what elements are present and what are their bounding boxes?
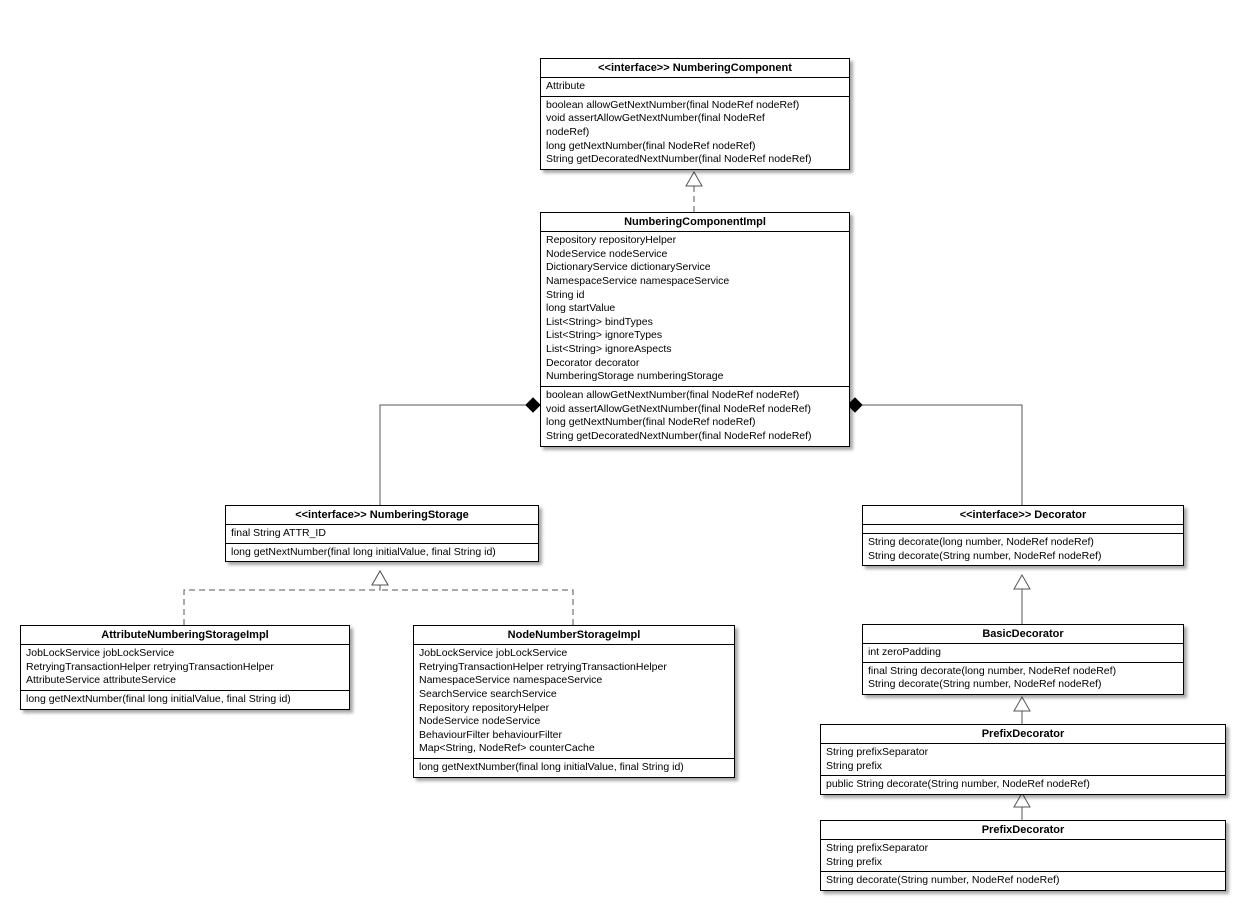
class-operations: public String decorate(String number, No… [821,776,1225,794]
class-operations: boolean allowGetNextNumber(final NodeRef… [541,387,849,446]
attr: NumberingStorage numberingStorage [546,370,844,384]
class-attributes: String prefixSeparator String prefix [821,840,1225,872]
class-title: NumberingComponentImpl [541,213,849,232]
class-title: NodeNumberStorageImpl [414,626,734,645]
attr: Repository repositoryHelper [419,702,729,716]
class-attributes: JobLockService jobLockService RetryingTr… [414,645,734,759]
class-attributes [863,525,1183,534]
attr: String id [546,289,844,303]
attr: List<String> ignoreTypes [546,329,844,343]
op: void assertAllowGetNextNumber(final Node… [546,112,844,126]
class-operations: String decorate(long number, NodeRef nod… [863,534,1183,565]
class-operations: final String decorate(long number, NodeR… [863,663,1183,694]
attr: JobLockService jobLockService [26,647,344,661]
attr: DictionaryService dictionaryService [546,261,844,275]
class-numbering-component: <<interface>> NumberingComponent Attribu… [540,58,850,170]
attr: long startValue [546,302,844,316]
attr: List<String> bindTypes [546,316,844,330]
attr: String prefix [826,760,1220,774]
class-operations: long getNextNumber(final long initialVal… [226,544,538,562]
class-attributes: int zeroPadding [863,644,1183,663]
attr: String prefix [826,856,1220,870]
op: String decorate(String number, NodeRef n… [868,678,1178,692]
op: long getNextNumber(final long initialVal… [231,546,533,560]
op: long getNextNumber(final long initialVal… [419,761,729,775]
op: long getNextNumber(final long initialVal… [26,693,344,707]
op: public String decorate(String number, No… [826,778,1220,792]
op: boolean allowGetNextNumber(final NodeRef… [546,99,844,113]
class-operations: long getNextNumber(final long initialVal… [21,691,349,709]
class-node-number-storage-impl: NodeNumberStorageImpl JobLockService job… [413,625,735,778]
op: String decorate(String number, NodeRef n… [826,874,1220,888]
op: void assertAllowGetNextNumber(final Node… [546,403,844,417]
class-title: <<interface>> NumberingStorage [226,506,538,525]
class-operations: String decorate(String number, NodeRef n… [821,872,1225,890]
class-attributes: final String ATTR_ID [226,525,538,544]
attr: RetryingTransactionHelper retryingTransa… [419,661,729,675]
op: long getNextNumber(final NodeRef nodeRef… [546,416,844,430]
class-title: <<interface>> NumberingComponent [541,59,849,78]
op: String getDecoratedNextNumber(final Node… [546,430,844,444]
attr: int zeroPadding [868,646,1178,660]
class-attributes: String prefixSeparator String prefix [821,744,1225,776]
class-title: <<interface>> Decorator [863,506,1183,525]
attr: JobLockService jobLockService [419,647,729,661]
class-numbering-component-impl: NumberingComponentImpl Repository reposi… [540,212,850,447]
class-title: PrefixDecorator [821,725,1225,744]
class-decorator: <<interface>> Decorator String decorate(… [862,505,1184,566]
op: nodeRef) [546,126,844,140]
attr: NodeService nodeService [419,715,729,729]
attr: Attribute [546,80,844,94]
class-title: BasicDecorator [863,625,1183,644]
op: final String decorate(long number, NodeR… [868,665,1178,679]
class-attribute-numbering-storage-impl: AttributeNumberingStorageImpl JobLockSer… [20,625,350,710]
attr: NamespaceService namespaceService [546,275,844,289]
class-prefix-decorator-1: PrefixDecorator String prefixSeparator S… [820,724,1226,795]
attr: RetryingTransactionHelper retryingTransa… [26,661,344,675]
class-attributes: Repository repositoryHelper NodeService … [541,232,849,387]
attr: NamespaceService namespaceService [419,674,729,688]
class-basic-decorator: BasicDecorator int zeroPadding final Str… [862,624,1184,695]
class-operations: long getNextNumber(final long initialVal… [414,759,734,777]
attr: NodeService nodeService [546,248,844,262]
op: long getNextNumber(final NodeRef nodeRef… [546,140,844,154]
attr: List<String> ignoreAspects [546,343,844,357]
class-title: AttributeNumberingStorageImpl [21,626,349,645]
attr: Map<String, NodeRef> counterCache [419,742,729,756]
op: boolean allowGetNextNumber(final NodeRef… [546,389,844,403]
attr: Decorator decorator [546,357,844,371]
class-prefix-decorator-2: PrefixDecorator String prefixSeparator S… [820,820,1226,891]
attr: SearchService searchService [419,688,729,702]
attr: Repository repositoryHelper [546,234,844,248]
attr: String prefixSeparator [826,842,1220,856]
attr: AttributeService attributeService [26,674,344,688]
op: String decorate(long number, NodeRef nod… [868,536,1178,550]
class-attributes: Attribute [541,78,849,97]
attr: String prefixSeparator [826,746,1220,760]
attr: final String ATTR_ID [231,527,533,541]
attr: BehaviourFilter behaviourFilter [419,729,729,743]
class-attributes: JobLockService jobLockService RetryingTr… [21,645,349,691]
class-title: PrefixDecorator [821,821,1225,840]
op: String getDecoratedNextNumber(final Node… [546,153,844,167]
class-numbering-storage: <<interface>> NumberingStorage final Str… [225,505,539,562]
op: String decorate(String number, NodeRef n… [868,550,1178,564]
class-operations: boolean allowGetNextNumber(final NodeRef… [541,97,849,169]
